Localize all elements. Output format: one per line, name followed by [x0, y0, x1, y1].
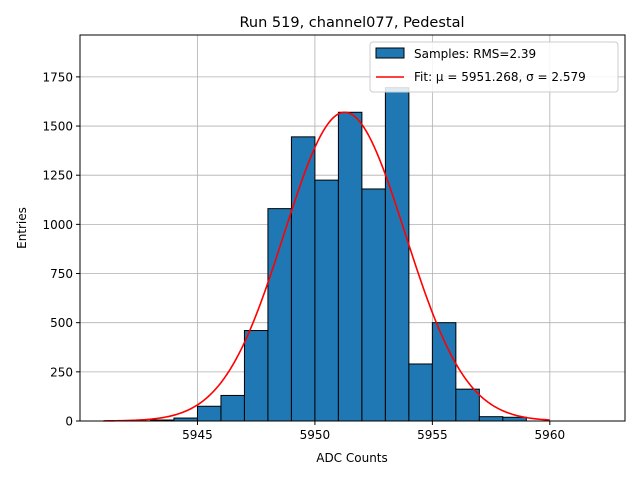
legend: Samples: RMS=2.39 Fit: μ = 5951.268, σ =…	[369, 41, 619, 93]
histogram-bar	[220, 394, 245, 422]
legend-label-samples: Samples: RMS=2.39	[414, 47, 536, 61]
histogram-bars	[149, 87, 527, 422]
x-axis-label: ADC Counts	[316, 451, 388, 465]
plot-frame	[79, 34, 626, 422]
y-tick-label: 1500	[42, 120, 73, 134]
x-tick-label: 5960	[535, 428, 566, 442]
y-tick-label: 1000	[42, 218, 73, 232]
y-axis-ticks: 0 250 500 750 1000 1250 1500 1750	[42, 70, 80, 429]
fit-curve	[103, 111, 550, 422]
histogram-bar	[361, 188, 386, 422]
histogram-bar	[455, 388, 480, 422]
x-tick-label: 5945	[182, 428, 213, 442]
x-axis-ticks: 5945 5950 5955 5960	[182, 421, 565, 442]
histogram-bar	[502, 416, 527, 422]
x-tick-label: 5955	[417, 428, 448, 442]
y-tick-label: 500	[50, 316, 73, 330]
histogram-bar	[314, 179, 339, 422]
histogram-bar	[290, 136, 316, 422]
y-tick-label: 0	[65, 415, 73, 429]
histogram-bar	[408, 363, 433, 422]
histogram-bar	[243, 330, 269, 422]
histogram-bar	[196, 405, 222, 422]
y-tick-label: 750	[50, 267, 73, 281]
histogram-bar	[478, 416, 504, 422]
y-tick-label: 250	[50, 365, 73, 379]
histogram-bar	[384, 87, 410, 422]
y-axis-label: Entries	[15, 207, 29, 249]
y-tick-label: 1750	[42, 70, 73, 84]
x-tick-label: 5950	[300, 428, 331, 442]
histogram-bar	[267, 208, 292, 422]
histogram-bar	[431, 322, 457, 422]
legend-box	[369, 41, 619, 93]
legend-label-fit: Fit: μ = 5951.268, σ = 2.579	[414, 70, 586, 84]
legend-swatch-samples	[375, 47, 405, 59]
histogram-bar	[337, 111, 363, 422]
y-tick-label: 1250	[42, 169, 73, 183]
chart-title: Run 519, channel077, Pedestal	[239, 15, 464, 31]
